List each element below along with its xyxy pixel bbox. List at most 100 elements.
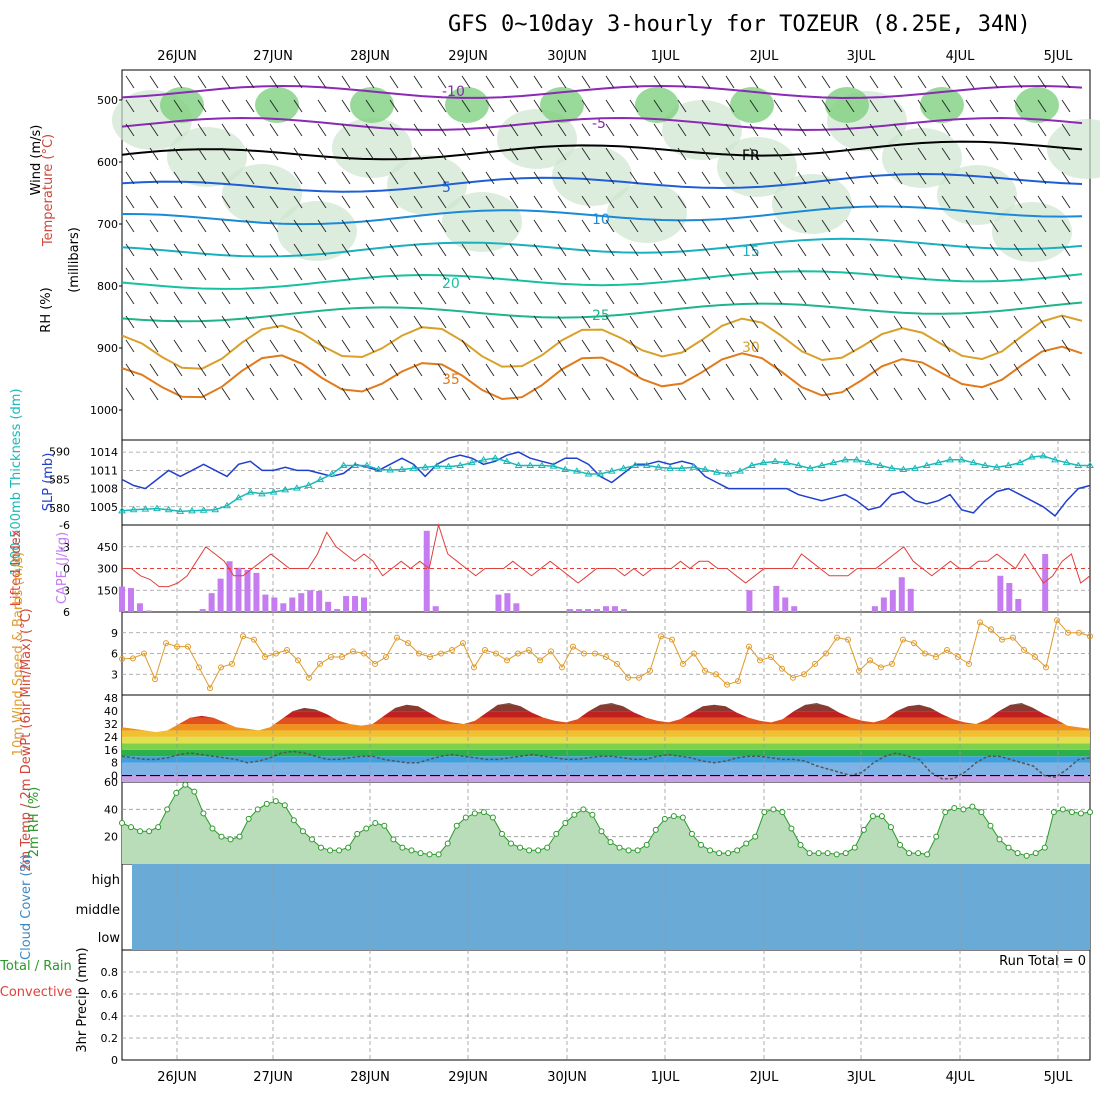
wind-barb: [485, 75, 495, 89]
wind-barb: [941, 315, 951, 329]
wind-barb: [293, 315, 303, 329]
wind-barb: [677, 147, 687, 161]
wind-barb: [533, 123, 543, 137]
rh-point: [987, 822, 994, 829]
wind-speed-point: [141, 650, 147, 657]
rh-point: [833, 851, 840, 858]
wind-barb: [989, 171, 999, 185]
wind-barb: [1013, 99, 1023, 113]
thickness-point: [386, 466, 395, 473]
wind-barb: [1061, 339, 1071, 353]
rh-point: [1087, 809, 1093, 816]
rh-blob: [442, 192, 522, 252]
rh-blob: [992, 202, 1072, 262]
wind-barb: [245, 267, 255, 281]
thickness-point: [864, 458, 873, 466]
cape-bar: [576, 609, 583, 612]
wind-barb: [1013, 75, 1023, 89]
wind-barb: [1037, 291, 1047, 305]
wind-barb: [437, 315, 447, 329]
rh-point: [128, 824, 135, 831]
wind-barb: [653, 267, 663, 281]
wind-speed-point: [878, 664, 884, 671]
wind-barb: [437, 123, 447, 137]
wind-speed-point: [515, 650, 521, 657]
rh-point: [354, 830, 361, 837]
cape-bar: [199, 609, 206, 612]
wind-barb: [413, 339, 423, 353]
cape-bar: [423, 530, 430, 612]
wind-speed-point: [922, 650, 928, 657]
thickness-point: [689, 463, 698, 470]
wind-barb: [149, 219, 159, 233]
temp-tick-label: 0: [111, 770, 118, 783]
wind-barb: [341, 123, 351, 137]
rh-tick-label: 40: [104, 803, 118, 816]
temp-band: [122, 736, 1090, 744]
precip-tick-label: 0.6: [101, 988, 119, 1001]
isotherm-label: -10: [442, 84, 465, 100]
wind-speed-point: [152, 676, 158, 683]
rh-shading: [112, 87, 1100, 262]
isotherm-line: [121, 205, 1083, 226]
wind-barb: [701, 387, 711, 401]
wind-barb: [749, 315, 759, 329]
temperature-axis-label: Temperature (°C): [41, 134, 56, 247]
wind-barb: [365, 243, 375, 257]
wind-barb: [533, 363, 543, 377]
thickness-point: [572, 467, 581, 474]
wind-barb: [893, 243, 903, 257]
thickness-point: [701, 465, 710, 472]
wind-barb: [485, 339, 495, 353]
wind-barb: [773, 99, 783, 113]
wind10m-axis-label: 10m Wind Speed & Barbs (m/s): [11, 552, 26, 757]
wind-barb: [893, 339, 903, 353]
wind-barb: [125, 219, 135, 233]
thickness-axis-label: 1000-500mb Thickness (dm): [9, 388, 24, 575]
wind-barb: [1013, 147, 1023, 161]
rh-blob: [332, 118, 412, 178]
wind-speed-point: [526, 647, 532, 654]
thickness-point: [584, 470, 593, 477]
thickness-point: [141, 505, 150, 512]
wind-barb: [629, 219, 639, 233]
wind-barb: [773, 75, 783, 89]
rh-point: [381, 822, 388, 829]
wind-barb: [221, 219, 231, 233]
wind-barb: [941, 75, 951, 89]
thickness-point: [363, 461, 371, 468]
wind-barb: [533, 315, 543, 329]
wind-barb: [701, 267, 711, 281]
wind-barb: [1013, 387, 1023, 401]
wind-barb: [941, 147, 951, 161]
wind-barb: [125, 315, 135, 329]
thickness-point: [794, 461, 803, 468]
wind-barb: [341, 195, 351, 209]
cape-bar: [280, 603, 287, 612]
wind-barb: [989, 315, 999, 329]
wind-barb: [605, 171, 615, 185]
cape-bar: [217, 578, 224, 612]
wind-barb: [365, 387, 375, 401]
wind-barb: [509, 171, 519, 185]
bottom-date-label: 1JUL: [651, 1070, 681, 1085]
wind-barb: [173, 147, 183, 161]
thickness-point: [911, 464, 919, 471]
rh-blob: [772, 174, 852, 234]
rh-point: [869, 813, 876, 820]
wind-barb: [581, 387, 591, 401]
run-total: Run Total = 0: [999, 954, 1086, 969]
top-date-label: 4JUL: [946, 49, 976, 64]
wind-barb: [269, 363, 279, 377]
wind-barb: [341, 339, 351, 353]
wind-barb: [389, 243, 399, 257]
wind-barb: [557, 171, 567, 185]
rh-point: [182, 781, 189, 788]
thickness-point: [467, 458, 476, 466]
rh-point: [245, 815, 252, 822]
wind-barb: [197, 243, 207, 257]
wind-speed-point: [768, 653, 774, 660]
wind-barb: [749, 243, 759, 257]
temp-tick-label: 24: [104, 731, 118, 744]
cape-bar: [298, 593, 305, 612]
